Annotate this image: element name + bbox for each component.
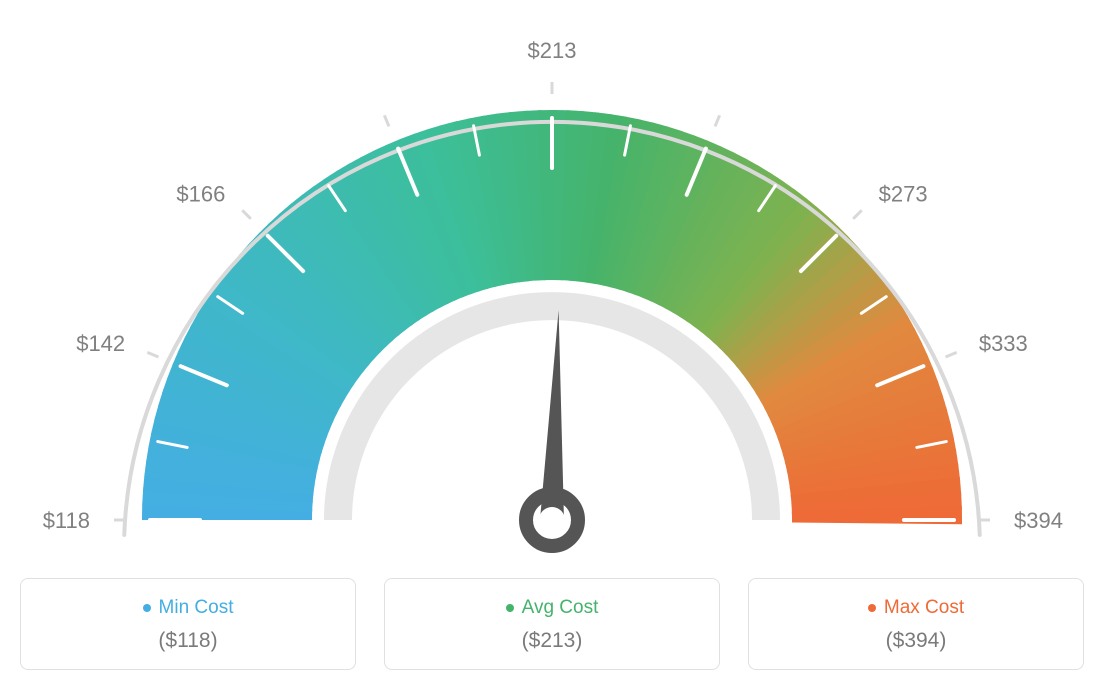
legend-min-title: Min Cost xyxy=(143,597,234,619)
legend-max-title: Max Cost xyxy=(868,597,964,619)
legend-avg-dot xyxy=(506,604,514,612)
legend-avg-title: Avg Cost xyxy=(506,597,599,619)
legend-card-avg: Avg Cost ($213) xyxy=(384,578,720,670)
svg-text:$273: $273 xyxy=(879,181,928,206)
legend-row: Min Cost ($118) Avg Cost ($213) Max Cost… xyxy=(20,578,1084,670)
svg-text:$142: $142 xyxy=(76,331,125,356)
gauge-area: $118 $142 $166 $213 $273 $333 $394 xyxy=(20,20,1084,560)
legend-min-dot xyxy=(143,604,151,612)
legend-avg-label: Avg Cost xyxy=(522,597,599,619)
legend-card-min: Min Cost ($118) xyxy=(20,578,356,670)
legend-card-max: Max Cost ($394) xyxy=(748,578,1084,670)
legend-min-value: ($118) xyxy=(21,629,355,653)
legend-max-value: ($394) xyxy=(749,629,1083,653)
svg-text:$118: $118 xyxy=(43,508,90,533)
legend-avg-value: ($213) xyxy=(385,629,719,653)
legend-max-label: Max Cost xyxy=(884,597,964,619)
svg-text:$333: $333 xyxy=(979,331,1028,356)
svg-text:$213: $213 xyxy=(528,38,577,63)
legend-max-dot xyxy=(868,604,876,612)
gauge-svg: $118 $142 $166 $213 $273 $333 $394 xyxy=(20,20,1084,560)
svg-text:$394: $394 xyxy=(1014,508,1063,533)
legend-min-label: Min Cost xyxy=(159,597,234,619)
svg-text:$166: $166 xyxy=(176,181,225,206)
cost-gauge-chart: $118 $142 $166 $213 $273 $333 $394 Min Cost ($… xyxy=(20,20,1084,670)
